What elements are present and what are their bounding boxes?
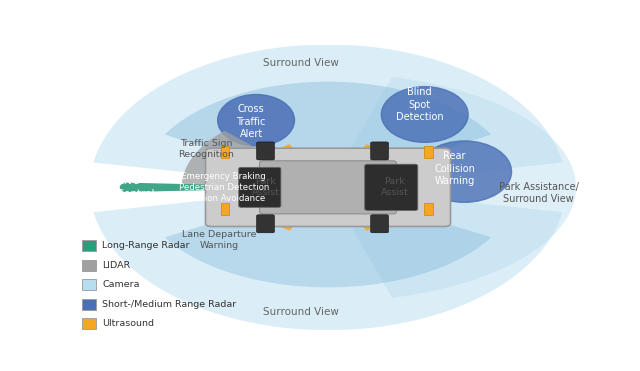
Polygon shape	[328, 144, 405, 231]
Text: Traffic Sign
Recognition: Traffic Sign Recognition	[179, 139, 234, 159]
Polygon shape	[93, 45, 563, 187]
FancyBboxPatch shape	[424, 146, 433, 158]
Text: Rear
Collision
Warning: Rear Collision Warning	[434, 151, 475, 186]
Ellipse shape	[381, 87, 468, 142]
Text: Park
Assist: Park Assist	[252, 177, 280, 197]
Text: Ultrasound: Ultrasound	[102, 319, 154, 328]
FancyBboxPatch shape	[371, 142, 388, 160]
Polygon shape	[328, 77, 576, 298]
FancyBboxPatch shape	[371, 215, 388, 233]
Polygon shape	[164, 187, 492, 287]
Polygon shape	[120, 183, 328, 192]
Bar	[83, 279, 97, 290]
FancyBboxPatch shape	[260, 161, 396, 214]
Bar	[83, 260, 97, 271]
FancyBboxPatch shape	[239, 167, 281, 207]
Text: Blind
Spot
Detection: Blind Spot Detection	[396, 87, 444, 122]
Text: Emergency Braking
Pedestrian Detection
Collision Avoidance: Emergency Braking Pedestrian Detection C…	[179, 172, 269, 203]
Text: Surround View: Surround View	[263, 306, 339, 316]
Text: Surround View: Surround View	[263, 58, 339, 68]
Text: Short-/Medium Range Radar: Short-/Medium Range Radar	[102, 300, 237, 309]
Bar	[83, 240, 97, 251]
Bar	[83, 299, 97, 310]
Polygon shape	[164, 82, 492, 187]
FancyBboxPatch shape	[221, 146, 229, 158]
Text: Adaptive
Cruise Control: Adaptive Cruise Control	[80, 176, 154, 198]
FancyBboxPatch shape	[257, 142, 275, 160]
Polygon shape	[93, 187, 563, 330]
Ellipse shape	[417, 141, 511, 202]
Ellipse shape	[218, 95, 294, 146]
Text: LIDAR: LIDAR	[102, 261, 131, 270]
FancyBboxPatch shape	[221, 203, 229, 215]
Text: Camera: Camera	[102, 280, 140, 289]
Text: Park Assistance/
Surround View: Park Assistance/ Surround View	[499, 182, 579, 204]
FancyBboxPatch shape	[424, 203, 433, 215]
Polygon shape	[251, 144, 328, 231]
Text: Long-Range Radar: Long-Range Radar	[102, 242, 190, 250]
FancyBboxPatch shape	[205, 148, 451, 226]
Bar	[83, 318, 97, 329]
Polygon shape	[182, 131, 328, 187]
FancyBboxPatch shape	[365, 164, 418, 210]
Text: Park
Assist: Park Assist	[381, 177, 409, 197]
FancyBboxPatch shape	[257, 215, 275, 233]
Text: Cross
Traffic
Alert: Cross Traffic Alert	[236, 104, 266, 139]
Text: Lane Departure
Warning: Lane Departure Warning	[182, 230, 256, 250]
